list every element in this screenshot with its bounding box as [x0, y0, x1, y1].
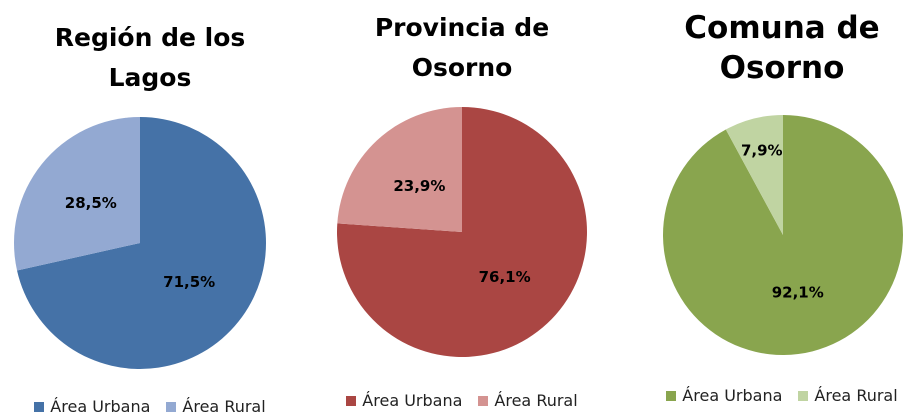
chart-title: Comuna de Osorno	[684, 10, 880, 86]
legend-swatch	[666, 391, 677, 401]
pie-chart: Región de los Lagos 71,5% 28,5% Área Urbana…	[0, 0, 300, 418]
legend-item: Área Rural	[798, 386, 898, 405]
pie: 76,1% 23,9%	[337, 107, 587, 357]
data-label: 71,5%	[163, 273, 215, 291]
chart-title: Provincia de Osorno	[374, 13, 550, 82]
pie-slice	[17, 117, 267, 369]
legend-item: Área Rural	[478, 391, 578, 410]
legend-swatch	[166, 402, 177, 412]
pie-chart: Comuna de Osorno 92,1% 7,9% Área Urbana Área…	[632, 0, 919, 418]
legend-item: Área Rural	[166, 397, 266, 416]
legend-swatch	[798, 391, 809, 401]
legend: Área Urbana Área Rural	[632, 386, 919, 405]
legend-swatch	[34, 402, 45, 412]
data-label: 23,9%	[393, 177, 445, 195]
legend-item: Área Urbana	[346, 391, 462, 410]
legend-item: Área Urbana	[666, 386, 782, 405]
pie: 71,5% 28,5%	[13, 117, 267, 369]
data-label: 92,1%	[772, 284, 824, 302]
pie-slice	[337, 107, 587, 357]
pie-slice	[13, 117, 141, 271]
legend-item: Área Urbana	[34, 397, 150, 416]
legend-label: Área Urbana	[682, 386, 783, 405]
legend-label: Área Rural	[494, 391, 578, 410]
pie-slice	[725, 115, 783, 235]
legend: Área Urbana Área Rural	[312, 391, 612, 410]
pie-slice	[337, 107, 462, 232]
legend-label: Área Urbana	[50, 397, 151, 416]
chart-title: Región de los Lagos	[54, 23, 246, 92]
pie: 92,1% 7,9%	[663, 115, 903, 355]
legend: Área Urbana Área Rural	[0, 397, 300, 416]
data-label: 7,9%	[741, 142, 783, 160]
pie-chart: Provincia de Osorno 76,1% 23,9% Área Urbana…	[312, 0, 612, 418]
data-label: 76,1%	[479, 268, 531, 286]
legend-swatch	[346, 396, 357, 406]
legend-label: Área Urbana	[362, 391, 463, 410]
legend-label: Área Rural	[814, 386, 898, 405]
legend-swatch	[478, 396, 489, 406]
data-label: 28,5%	[65, 194, 117, 212]
legend-label: Área Rural	[182, 397, 266, 416]
